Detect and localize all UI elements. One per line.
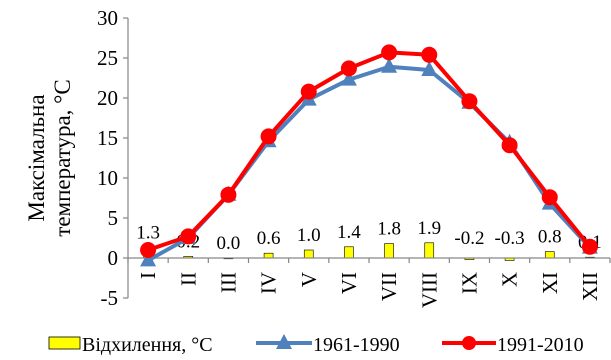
bar-data-label: 1.8 [377, 219, 401, 240]
series-1961-1990 [140, 57, 598, 267]
y-axis-title-line: температура, °С [50, 79, 75, 236]
y-tick-label: -5 [101, 286, 119, 310]
bar-data-label: 1.9 [417, 218, 441, 239]
series-point [260, 128, 277, 145]
series-1991-2010 [140, 44, 598, 258]
x-tick-label: III [216, 272, 240, 293]
deviation-bar [303, 249, 314, 259]
x-tick-label: VI [337, 272, 361, 294]
series-point [461, 93, 478, 110]
x-tick-label: IV [257, 272, 281, 294]
deviation-bar [344, 246, 354, 259]
bar-data-label: 0.6 [257, 228, 281, 249]
series-point [541, 189, 558, 206]
y-tick-label: 20 [97, 86, 118, 110]
deviation-bar [384, 243, 394, 259]
x-tick-label: X [498, 272, 522, 287]
deviation-bar [424, 242, 435, 259]
y-tick-label: 15 [97, 126, 118, 150]
series-point [421, 46, 438, 63]
series-point [381, 57, 398, 73]
x-tick-label: VIII [417, 272, 441, 308]
series-point [340, 60, 357, 77]
legend-label: Відхилення, °С [82, 334, 213, 356]
y-axis-title-line: Максімальна [24, 94, 49, 221]
bar-data-label: 0.8 [538, 227, 562, 248]
series-point [581, 238, 598, 255]
y-axis-title: Максімальнатемпература, °С [24, 79, 75, 236]
series-point [140, 251, 157, 267]
series-point [501, 137, 518, 154]
series-point [340, 70, 357, 86]
y-tick-label: 5 [108, 206, 119, 230]
series-point [381, 44, 398, 61]
bar-data-label: -0.2 [454, 228, 484, 249]
bar-data-label: 0.0 [217, 233, 241, 254]
bar-data-label: -0.3 [495, 228, 525, 249]
legend-label: 1991-2010 [497, 334, 584, 356]
bar-data-label: 1.3 [136, 223, 160, 244]
legend-label: 1961-1990 [313, 334, 400, 356]
series-point [220, 186, 237, 203]
y-tick-label: 25 [97, 46, 118, 70]
bar-data-label: 1.4 [337, 222, 361, 243]
legend-marker [276, 334, 292, 349]
series-point [300, 83, 317, 100]
series-point [180, 228, 197, 245]
series-point [140, 242, 157, 258]
temperature-lines [140, 44, 598, 267]
x-tick-label: XII [578, 272, 602, 301]
x-tick-label: V [297, 272, 321, 287]
x-tick-label: VII [377, 272, 401, 301]
x-tick-label: II [176, 272, 200, 286]
x-tick-label: I [136, 272, 160, 279]
x-tick-label: IX [457, 272, 481, 294]
legend: Відхилення, °С 1961-1990 1991-2010 [48, 334, 584, 356]
y-tick-label: 10 [97, 166, 118, 190]
x-tick-label: XI [538, 272, 562, 294]
legend-bar-swatch [48, 336, 81, 350]
y-axis-label: Максімальнатемпература, °С [24, 79, 75, 236]
y-tick-label: 30 [97, 6, 118, 30]
deviation-bar [263, 252, 274, 259]
bar-data-labels: 1.30.20.00.61.01.41.81.9-0.2-0.30.80.1 [136, 218, 602, 254]
deviation-bar [544, 251, 555, 259]
series-point [421, 61, 438, 76]
bar-data-label: 1.0 [297, 225, 321, 246]
series-line [147, 50, 592, 252]
legend-marker [462, 336, 476, 350]
y-tick-label: 0 [108, 246, 119, 270]
